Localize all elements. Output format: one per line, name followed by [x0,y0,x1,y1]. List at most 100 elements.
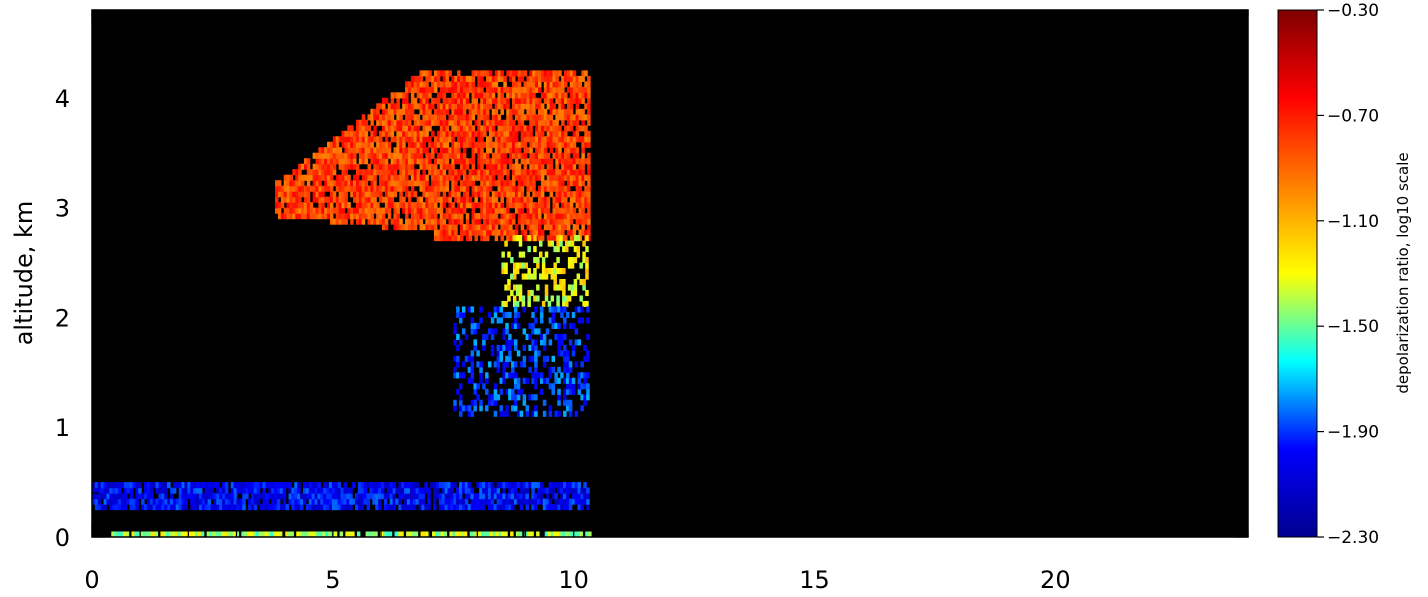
heatmap-cell [535,130,539,137]
heatmap-cell [459,235,464,242]
heatmap-cell [568,498,573,505]
heatmap-cell [318,174,322,181]
heatmap-cell [421,504,425,511]
heatmap-cell [360,498,365,505]
heatmap-cell [569,174,574,181]
heatmap-cell [345,531,349,537]
heatmap-cell [552,86,556,93]
heatmap-cell [390,218,395,225]
heatmap-cell [405,86,409,93]
heatmap-cell [436,108,441,115]
heatmap-cell [399,125,403,132]
heatmap-cell [578,207,582,214]
heatmap-cell [538,235,542,242]
heatmap-cell [387,191,392,198]
heatmap-cell [529,202,533,209]
heatmap-cell [538,229,542,236]
heatmap-cell [520,152,525,159]
heatmap-cell [577,306,582,313]
heatmap-cell [480,169,484,176]
x-tick-label: 20 [1040,566,1071,594]
heatmap-cell [479,361,483,368]
heatmap-cell [563,355,567,362]
heatmap-cell [504,240,508,247]
heatmap-cell [316,531,320,537]
heatmap-cell [512,136,516,143]
heatmap-cell [568,410,573,417]
heatmap-cell [576,531,581,537]
heatmap-cell [564,147,568,154]
heatmap-cell [506,185,510,192]
heatmap-cell [558,218,562,225]
heatmap-cell [544,295,549,302]
heatmap-cell [561,218,565,225]
heatmap-cell [526,108,530,115]
heatmap-cell [558,185,562,192]
heatmap-cell [312,152,317,159]
heatmap-cell [523,169,528,176]
heatmap-cell [575,97,580,104]
heatmap-cell [311,482,316,489]
heatmap-cell [422,224,426,231]
heatmap-cell [428,114,432,121]
heatmap-cell [453,493,457,500]
heatmap-cell [448,97,452,104]
heatmap-cell [439,169,444,176]
heatmap-cell [405,224,409,231]
heatmap-cell [541,257,546,264]
heatmap-cell [500,229,504,236]
heatmap-cell [538,130,542,137]
heatmap-cell [514,163,519,170]
heatmap-cell [171,531,176,537]
heatmap-cell [555,119,559,126]
heatmap-cell [548,504,553,511]
heatmap-cell [558,136,562,143]
heatmap-cell [552,125,556,132]
heatmap-cell [461,361,466,368]
heatmap-cell [364,119,369,126]
heatmap-cell [508,339,512,346]
heatmap-cell [308,482,313,489]
heatmap-cell [457,81,461,88]
heatmap-cell [405,97,409,104]
heatmap-cell [525,493,529,500]
heatmap-cell [514,125,519,132]
heatmap-cell [483,119,487,126]
heatmap-cell [410,81,415,88]
heatmap-cell [526,75,530,82]
heatmap-cell [572,163,577,170]
heatmap-cell [465,136,470,143]
heatmap-cell [259,504,264,511]
heatmap-cell [355,119,360,126]
heatmap-cell [502,311,506,319]
heatmap-cell [454,141,458,148]
heatmap-cell [503,141,507,148]
heatmap-cell [457,130,461,137]
heatmap-cell [520,207,525,214]
heatmap-cell [448,114,452,121]
heatmap-cell [227,493,232,500]
heatmap-cell [508,482,512,489]
heatmap-cell [320,487,324,494]
heatmap-cell [381,163,386,170]
heatmap-cell [506,169,510,176]
heatmap-cell [355,191,360,198]
heatmap-cell [572,224,577,231]
heatmap-cell [364,185,369,192]
heatmap-cell [578,108,582,115]
heatmap-cell [396,103,400,110]
heatmap-cell [540,136,545,143]
heatmap-cell [448,191,452,198]
heatmap-cell [161,493,165,500]
heatmap-cell [471,218,476,225]
heatmap-cell [230,498,235,505]
heatmap-cell [574,482,579,489]
heatmap-cell [526,207,530,214]
heatmap-cell [479,366,483,373]
heatmap-cell [532,202,536,209]
heatmap-cell [581,86,585,93]
heatmap-cell [512,218,516,225]
heatmap-cell [517,185,522,192]
heatmap-cell [376,207,380,214]
heatmap-cell [568,366,573,373]
